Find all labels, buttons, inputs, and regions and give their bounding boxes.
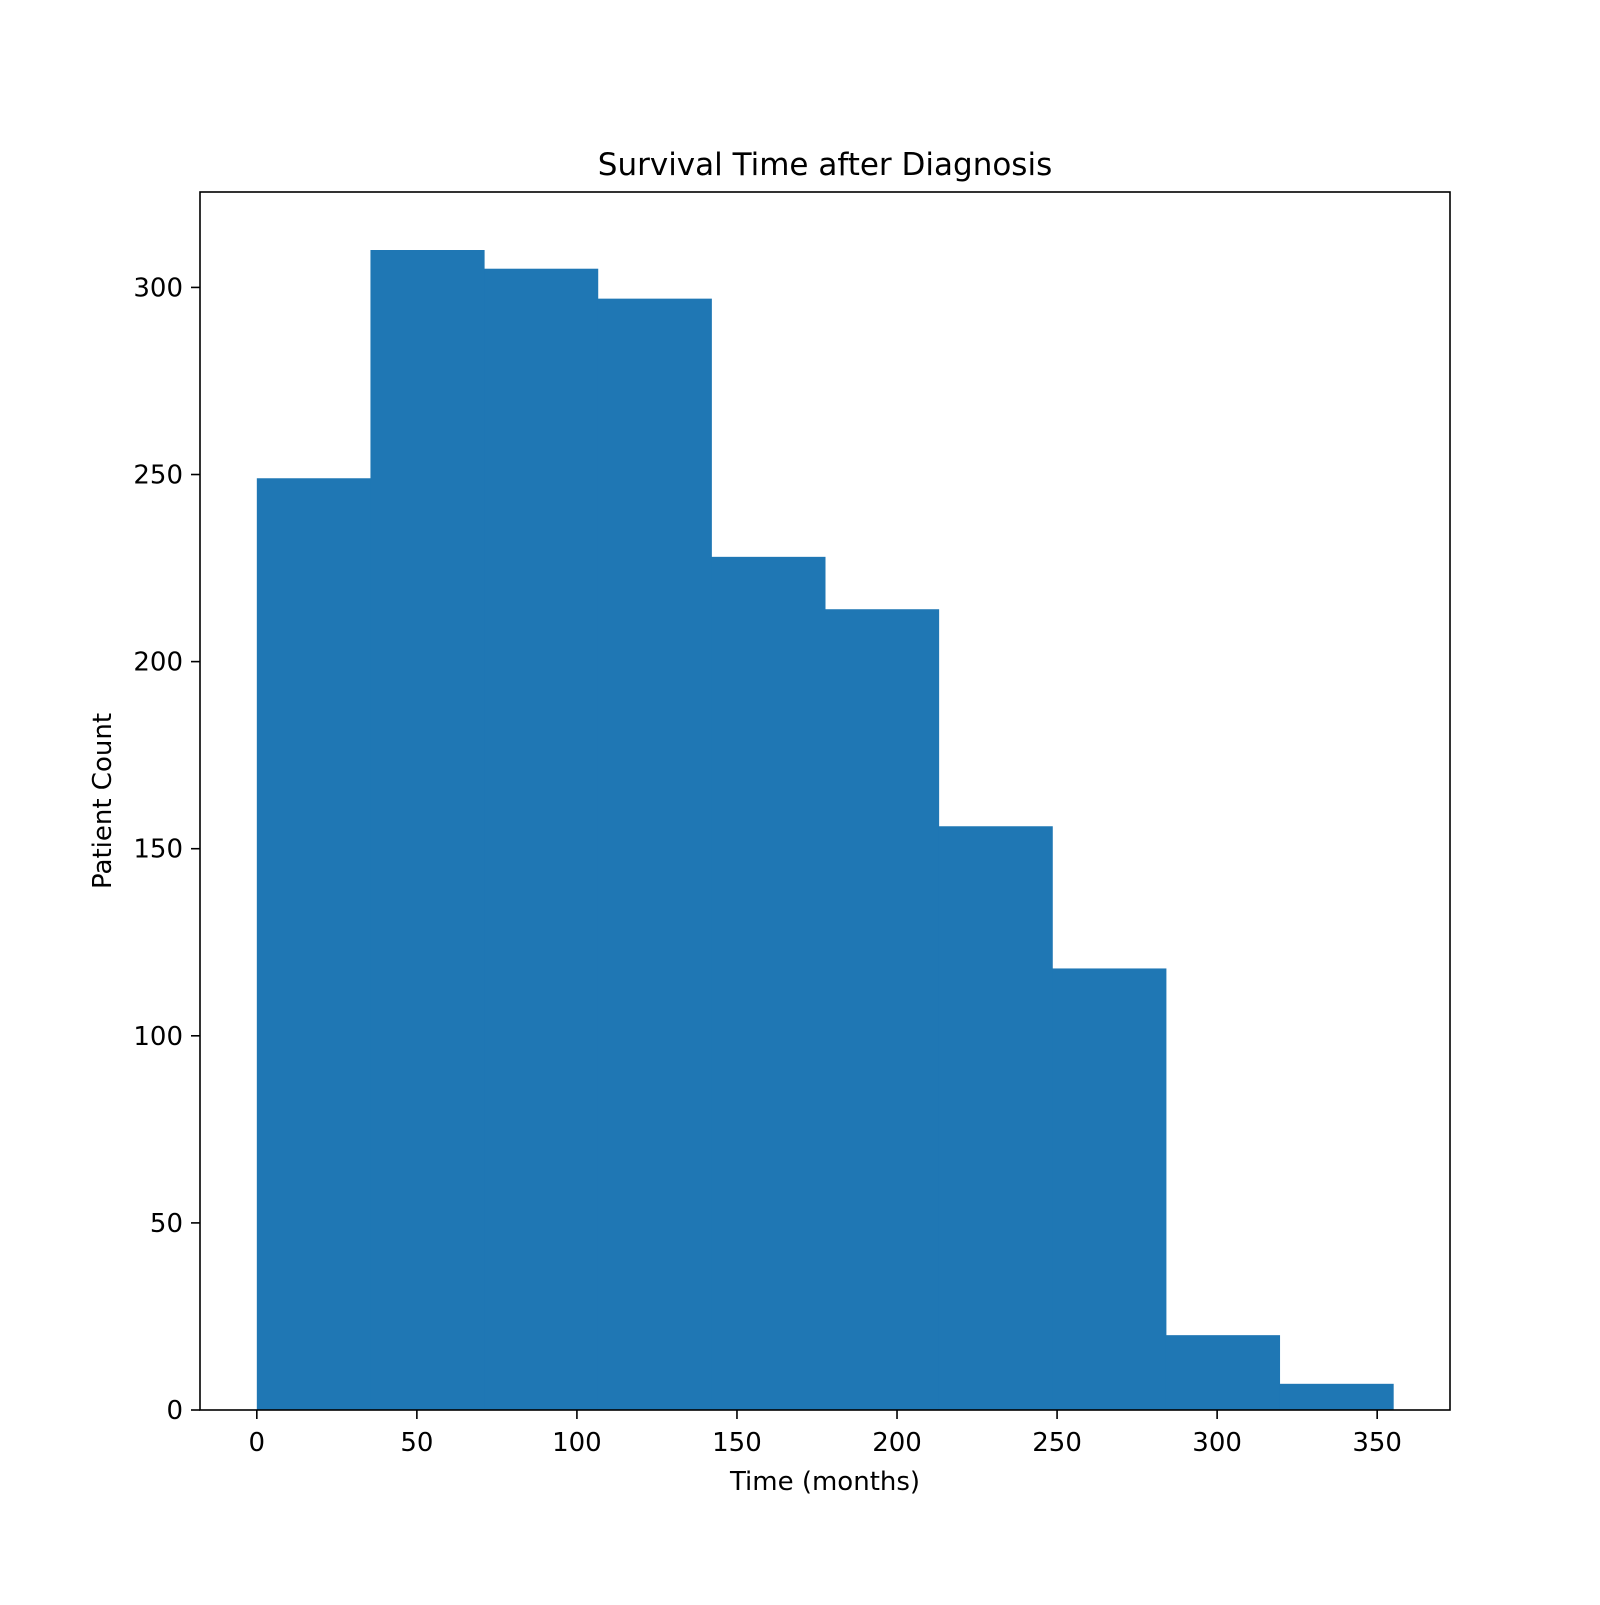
chart-title: Survival Time after Diagnosis <box>598 147 1052 183</box>
x-tick-label: 350 <box>1352 1428 1402 1458</box>
x-tick-label: 250 <box>1032 1428 1082 1458</box>
histogram-bar <box>1165 1335 1281 1410</box>
y-tick-label: 300 <box>133 273 183 303</box>
plot-frame <box>199 191 1451 1411</box>
histogram-bar <box>711 556 826 1410</box>
bars-layer <box>256 250 1394 1411</box>
histogram-bar <box>825 609 940 1410</box>
x-tick-label: 200 <box>872 1428 922 1458</box>
y-tick-label: 200 <box>133 648 183 678</box>
histogram-bar <box>484 268 599 1410</box>
histogram-bar <box>938 826 1053 1410</box>
histogram-bar <box>256 478 371 1410</box>
x-tick-label: 150 <box>712 1428 762 1458</box>
histogram-bar <box>597 298 712 1411</box>
histogram-bar <box>1052 968 1167 1410</box>
x-tick-label: 300 <box>1192 1428 1242 1458</box>
y-tick-label: 150 <box>133 835 183 865</box>
y-tick-label: 50 <box>150 1209 183 1239</box>
y-axis-ticks: 0 50 100 150 200 250 300 <box>133 273 200 1426</box>
y-axis-label: Patient Count <box>88 713 118 889</box>
x-tick-label: 0 <box>249 1428 266 1458</box>
y-tick-label: 250 <box>133 461 183 491</box>
y-tick-label: 100 <box>133 1022 183 1052</box>
x-axis-label: Time (months) <box>729 1467 920 1497</box>
x-axis-ticks: 0 50 100 150 200 250 300 350 <box>249 1410 1402 1458</box>
histogram-bar <box>370 250 485 1410</box>
x-tick-label: 100 <box>552 1428 602 1458</box>
y-tick-label: 0 <box>166 1396 183 1426</box>
x-tick-label: 50 <box>400 1428 433 1458</box>
histogram-bar <box>1279 1383 1394 1410</box>
